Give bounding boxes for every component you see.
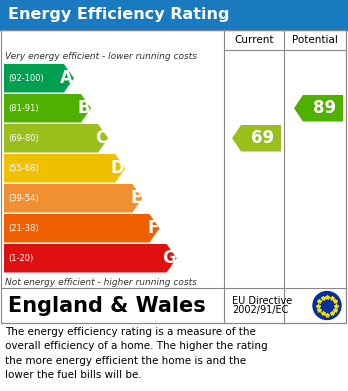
Text: 89: 89 <box>314 99 337 117</box>
Polygon shape <box>232 125 281 151</box>
Text: England & Wales: England & Wales <box>8 296 206 316</box>
Text: (92-100): (92-100) <box>8 74 44 83</box>
Polygon shape <box>4 184 142 212</box>
Polygon shape <box>4 94 91 122</box>
Text: The energy efficiency rating is a measure of the
overall efficiency of a home. T: The energy efficiency rating is a measur… <box>5 327 268 380</box>
Text: (39-54): (39-54) <box>8 194 39 203</box>
Bar <box>1 30 346 323</box>
Polygon shape <box>4 214 159 242</box>
Text: EU Directive: EU Directive <box>232 296 292 305</box>
Text: Potential: Potential <box>292 35 338 45</box>
Text: Very energy efficient - lower running costs: Very energy efficient - lower running co… <box>5 52 197 61</box>
Text: C: C <box>95 129 107 147</box>
Polygon shape <box>294 95 343 122</box>
Text: 2002/91/EC: 2002/91/EC <box>232 305 288 316</box>
Text: A: A <box>60 69 73 87</box>
Polygon shape <box>4 244 177 273</box>
Text: B: B <box>77 99 90 117</box>
Text: (1-20): (1-20) <box>8 254 33 263</box>
Polygon shape <box>4 64 74 93</box>
Text: Current: Current <box>234 35 274 45</box>
Text: (21-38): (21-38) <box>8 224 39 233</box>
Text: Not energy efficient - higher running costs: Not energy efficient - higher running co… <box>5 278 197 287</box>
Text: E: E <box>130 189 141 207</box>
Text: G: G <box>162 249 176 267</box>
Text: D: D <box>111 159 124 177</box>
Bar <box>0 0 348 30</box>
Polygon shape <box>4 124 108 152</box>
Text: Energy Efficiency Rating: Energy Efficiency Rating <box>8 7 229 23</box>
Polygon shape <box>4 154 125 183</box>
Text: (69-80): (69-80) <box>8 134 39 143</box>
Text: (81-91): (81-91) <box>8 104 39 113</box>
Circle shape <box>313 292 341 319</box>
Text: F: F <box>147 219 159 237</box>
Text: (55-68): (55-68) <box>8 164 39 173</box>
Text: 69: 69 <box>252 129 275 147</box>
